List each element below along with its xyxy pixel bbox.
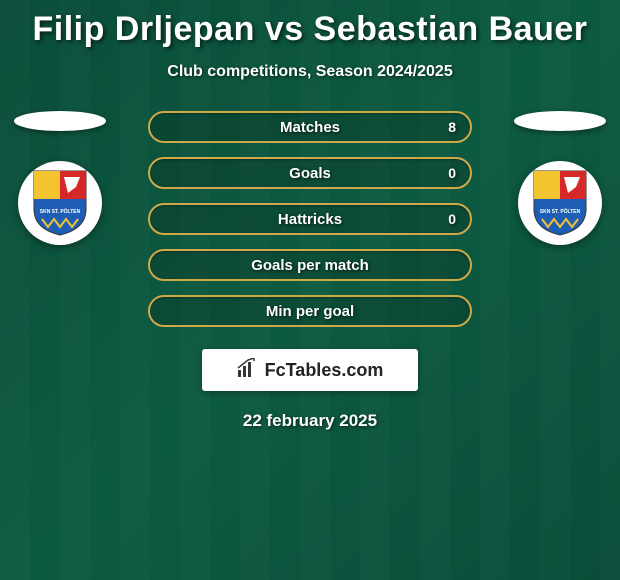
player-right-placeholder: [514, 111, 606, 131]
stat-label: Min per goal: [266, 303, 354, 320]
stat-value-right: 8: [448, 119, 456, 135]
svg-text:SKN ST. PÖLTEN: SKN ST. PÖLTEN: [40, 208, 81, 215]
stat-label: Hattricks: [278, 211, 342, 228]
stats-column: Matches 8 Goals 0 Hattricks 0 Goals per …: [130, 111, 490, 327]
stat-row-goals: Goals 0: [148, 157, 472, 189]
stat-row-matches: Matches 8: [148, 111, 472, 143]
chart-icon: [237, 358, 259, 383]
club-logo-right: SKN ST. PÖLTEN: [518, 161, 602, 245]
stat-value-right: 0: [448, 165, 456, 181]
page-subtitle: Club competitions, Season 2024/2025: [0, 63, 620, 81]
stat-row-hattricks: Hattricks 0: [148, 203, 472, 235]
svg-text:SKN ST. PÖLTEN: SKN ST. PÖLTEN: [540, 208, 581, 215]
stat-label: Goals per match: [251, 257, 369, 274]
club-shield-icon: SKN ST. PÖLTEN: [530, 169, 590, 237]
club-logo-left: SKN ST. PÖLTEN: [18, 161, 102, 245]
comparison-area: SKN ST. PÖLTEN Matches 8 Goals 0 Hattric…: [0, 111, 620, 327]
club-shield-icon: SKN ST. PÖLTEN: [30, 169, 90, 237]
branding-text: FcTables.com: [265, 360, 384, 381]
stat-row-min-per-goal: Min per goal: [148, 295, 472, 327]
right-player-column: SKN ST. PÖLTEN: [510, 111, 610, 245]
stat-label: Goals: [289, 165, 331, 182]
player-left-placeholder: [14, 111, 106, 131]
date-text: 22 february 2025: [0, 411, 620, 431]
stat-row-goals-per-match: Goals per match: [148, 249, 472, 281]
page-title: Filip Drljepan vs Sebastian Bauer: [0, 0, 620, 49]
left-player-column: SKN ST. PÖLTEN: [10, 111, 110, 245]
stat-label: Matches: [280, 119, 340, 136]
branding-badge[interactable]: FcTables.com: [202, 349, 418, 391]
stat-value-right: 0: [448, 211, 456, 227]
